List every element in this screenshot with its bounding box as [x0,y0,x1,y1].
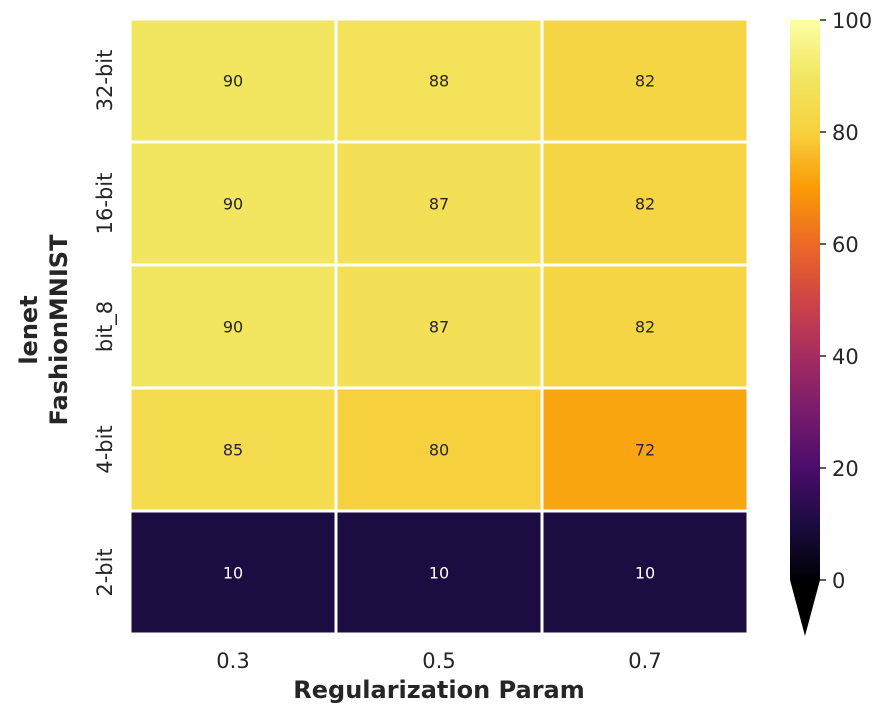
heatmap-cell [128,17,338,144]
x-tick-label: 0.5 [422,649,455,673]
heatmap-cell-value: 87 [429,318,449,337]
colorbar [790,20,820,636]
heatmap-cell [334,263,544,390]
heatmap-cell [334,509,544,636]
heatmap-cell-value: 10 [635,564,655,583]
x-axis-ticks: 0.3 0.5 0.7 [216,649,661,673]
y-axis-title-line-2: FashionMNIST [45,234,73,426]
heatmap-cell-labels: 90 88 82 90 87 82 90 87 82 85 80 72 10 10 10 [223,72,655,583]
colorbar-tick-label: 100 [832,9,872,33]
y-tick-label: 32-bit [93,50,117,112]
y-axis-title-line-1: lenet [15,295,43,364]
y-tick-label: 16-bit [93,173,117,235]
heatmap-cell [128,386,338,513]
heatmap-cell-value: 88 [429,72,449,91]
heatmap-cell-value: 90 [223,318,243,337]
heatmap-cell-value: 10 [429,564,449,583]
heatmap-cell [540,509,750,636]
y-tick-label: bit_8 [93,301,118,352]
colorbar-tick-label: 20 [832,457,859,481]
colorbar-ticks: 0 20 40 60 80 100 [820,9,872,593]
heatmap-cell [540,140,750,267]
colorbar-tick-label: 0 [832,569,845,593]
colorbar-tick-label: 60 [832,233,859,257]
colorbar-tick-label: 40 [832,345,859,369]
heatmap-cell-value: 82 [635,318,655,337]
x-axis-title: Regularization Param [293,676,584,704]
heatmap-cell-value: 90 [223,72,243,91]
x-tick-label: 0.3 [216,649,249,673]
heatmap-cell [334,17,544,144]
heatmap-cell-value: 80 [429,441,449,460]
heatmap-cell-value: 72 [635,441,655,460]
x-tick-label: 0.7 [628,649,661,673]
heatmap-cell [540,386,750,513]
heatmap-cell-value: 10 [223,564,243,583]
y-tick-label: 4-bit [93,425,117,473]
heatmap-cell-value: 90 [223,195,243,214]
heatmap-cell-value: 87 [429,195,449,214]
colorbar-tick-label: 80 [832,121,859,145]
colorbar-extend-arrow [790,580,820,636]
heatmap-cell-value: 82 [635,195,655,214]
heatmap-cell [128,509,338,636]
heatmap-cell-value: 82 [635,72,655,91]
y-axis-ticks: 32-bit 16-bit bit_8 4-bit 2-bit [93,50,118,597]
colorbar-gradient [790,20,820,580]
heatmap-cell-value: 85 [223,441,243,460]
heatmap-cell [540,17,750,144]
y-axis-title: lenet FashionMNIST [15,234,73,426]
heatmap-cells [128,17,750,636]
y-tick-label: 2-bit [93,548,117,596]
